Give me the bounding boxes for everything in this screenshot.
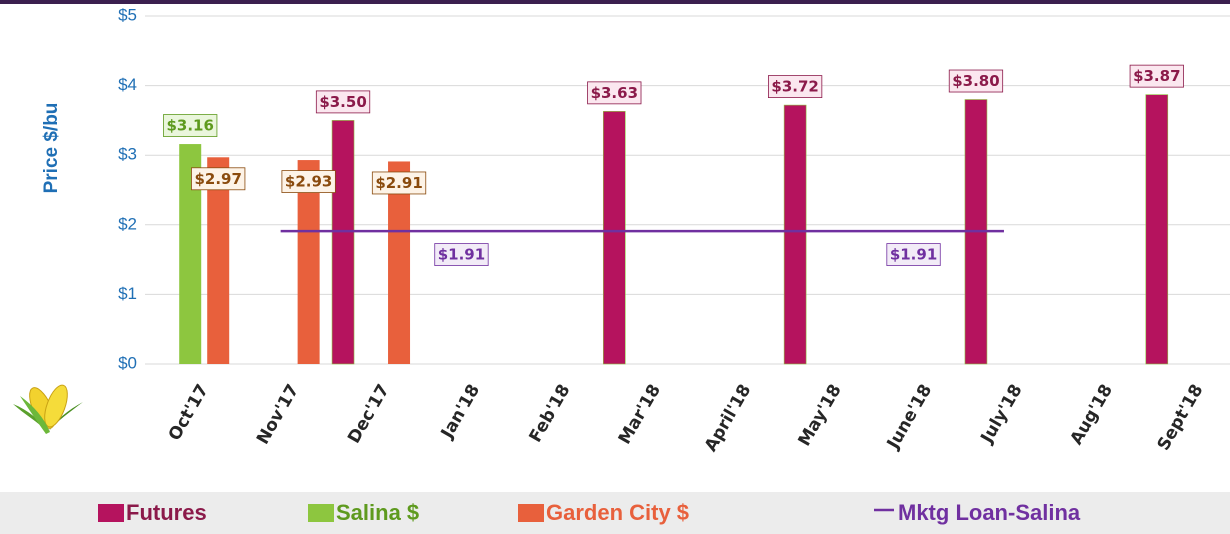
value-label-box: [281, 170, 336, 193]
x-tick-label: April'18: [701, 381, 755, 455]
x-tick-label: Dec'17: [344, 381, 394, 447]
bar: [783, 104, 807, 365]
x-tick-label: Mar'18: [615, 381, 665, 448]
bar: [331, 120, 355, 365]
x-tick-label: Aug'18: [1067, 381, 1117, 448]
x-tick-label: Nov'17: [253, 381, 303, 448]
y-tick-label: $2: [118, 214, 137, 233]
legend-marker: [98, 504, 124, 522]
value-label: $2.91: [375, 174, 422, 192]
value-label-box: [315, 90, 371, 114]
y-tick-label: $0: [118, 353, 137, 372]
legend-band: [0, 492, 1230, 534]
value-label-box: [886, 243, 941, 266]
bar: [388, 161, 411, 364]
value-label-box: [163, 114, 218, 137]
value-label: $3.72: [771, 78, 818, 96]
bar: [179, 144, 202, 364]
x-tick-label: May'18: [795, 381, 846, 450]
bar: [207, 157, 230, 364]
top-rule: [0, 0, 1230, 4]
value-label: $3.87: [1133, 67, 1180, 85]
value-label: $3.80: [952, 72, 999, 90]
value-label-box: [1129, 64, 1184, 88]
legend-marker: [518, 504, 544, 522]
corn-icon: [13, 384, 83, 434]
value-label-box: [767, 75, 823, 98]
x-tick-label: Feb'18: [525, 381, 574, 446]
y-tick-label: $4: [118, 75, 137, 94]
legend-label: Garden City $: [546, 500, 689, 525]
value-label: $3.16: [166, 117, 213, 135]
legend-marker: [308, 504, 334, 522]
value-label-box: [434, 243, 489, 266]
value-label: $3.50: [319, 93, 366, 111]
legend-label: Mktg Loan-Salina: [898, 500, 1081, 525]
bar: [297, 160, 320, 364]
x-tick-label: July'18: [977, 381, 1027, 447]
y-tick-label: $3: [118, 145, 137, 164]
value-label: $1.91: [890, 246, 937, 264]
bar: [602, 111, 626, 365]
y-tick-label: $5: [118, 5, 137, 24]
value-label: $1.91: [438, 246, 485, 264]
value-label: $2.93: [285, 173, 332, 191]
x-tick-label: Jan'18: [437, 381, 484, 443]
value-label-box: [371, 171, 427, 195]
value-label-box: [948, 69, 1004, 93]
x-tick-label: Sept'18: [1154, 381, 1208, 454]
legend-label: Salina $: [336, 500, 419, 525]
x-tick-label: Oct'17: [165, 381, 213, 444]
value-label-box: [587, 81, 642, 105]
bar: [1145, 94, 1169, 365]
value-label: $3.63: [591, 84, 638, 102]
value-label-box: [191, 167, 246, 191]
y-tick-label: $1: [118, 284, 137, 303]
value-label: $2.97: [194, 170, 241, 188]
y-axis-label: Price $/bu: [41, 103, 62, 194]
x-tick-label: June'18: [883, 381, 936, 453]
legend-label: Futures: [126, 500, 207, 525]
